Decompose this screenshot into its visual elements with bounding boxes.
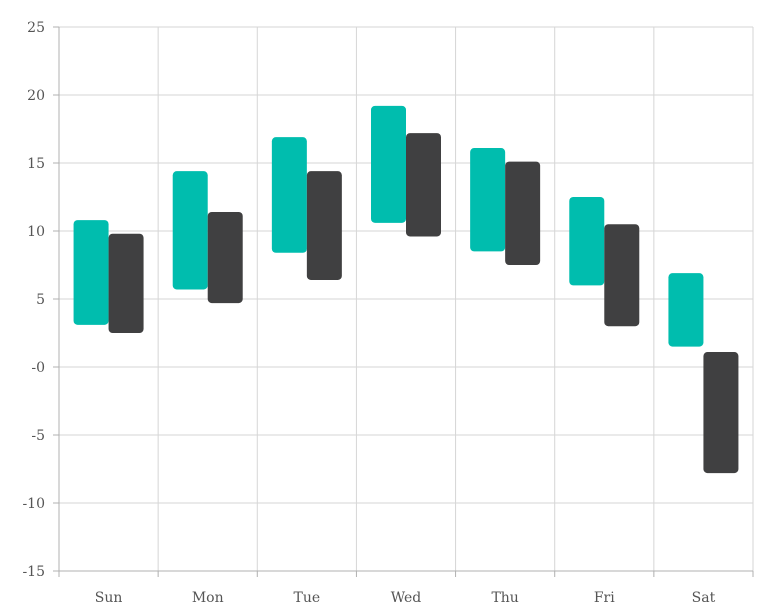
range-bar-series-1 bbox=[271, 137, 307, 253]
x-tick-label: Sun bbox=[95, 590, 123, 606]
range-bar-series-2 bbox=[505, 161, 541, 265]
y-tick-label: -10 bbox=[22, 496, 45, 512]
x-tick-label: Thu bbox=[491, 590, 518, 606]
grid bbox=[58, 26, 754, 572]
y-tick-label: -5 bbox=[31, 428, 45, 444]
x-tick-label: Tue bbox=[294, 590, 321, 606]
range-bar-series-2 bbox=[406, 133, 441, 237]
bars bbox=[73, 105, 739, 474]
x-tick-label: Wed bbox=[391, 590, 422, 606]
range-bar-series-1 bbox=[569, 197, 605, 286]
x-tick-label: Sat bbox=[692, 590, 716, 606]
range-bar-series-2 bbox=[108, 233, 144, 333]
x-tick-label: Mon bbox=[192, 590, 224, 606]
range-bar-series-1 bbox=[371, 105, 406, 223]
axes bbox=[53, 26, 754, 577]
range-bar-series-2 bbox=[207, 211, 243, 304]
y-tick-label: -15 bbox=[22, 564, 45, 580]
y-tick-label: 10 bbox=[27, 224, 45, 240]
tick-labels: 25 20 15 10 5 -0 -5 -10 -15 Sun Mon Tue Wed Thu Fri Sat bbox=[22, 20, 715, 606]
range-bar-series-2 bbox=[306, 171, 342, 280]
y-tick-label: 20 bbox=[27, 88, 45, 104]
y-tick-label: 25 bbox=[27, 20, 45, 36]
range-bar-series-2 bbox=[703, 352, 739, 474]
x-tick-label: Fri bbox=[594, 590, 615, 606]
y-tick-label: 15 bbox=[27, 156, 45, 172]
y-tick-label: 5 bbox=[36, 292, 45, 308]
range-bar-series-1 bbox=[172, 171, 208, 290]
y-tick-label: -0 bbox=[31, 360, 45, 376]
range-bar-series-1 bbox=[73, 220, 109, 325]
range-bar-series-1 bbox=[470, 148, 506, 252]
range-bar-series-1 bbox=[668, 273, 704, 347]
range-bar-series-2 bbox=[604, 224, 640, 327]
